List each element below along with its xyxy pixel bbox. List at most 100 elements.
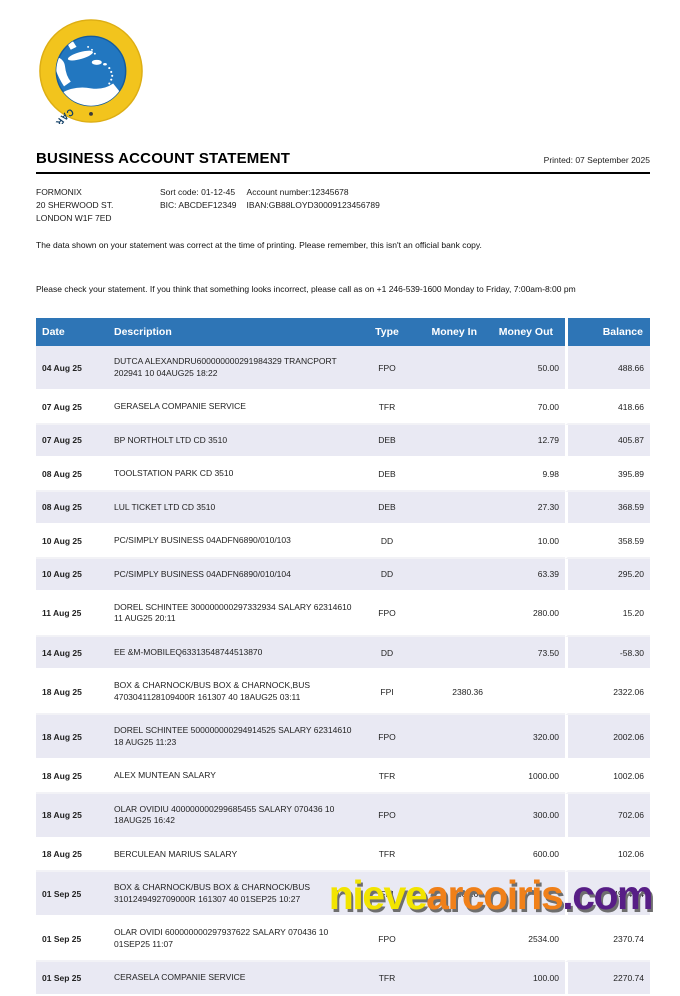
caribbean-development-bank-logo-icon: CARIBBEAN DEVELOPMENT BANK <box>39 19 143 191</box>
cell-balance: 2322.06 <box>565 670 650 716</box>
cell-date: 10 Aug 25 <box>36 558 108 592</box>
cell-money-in <box>411 424 489 459</box>
cell-money-in <box>411 491 489 526</box>
cell-type: FPI <box>363 872 411 918</box>
cell-money-out: 1000.00 <box>489 760 565 794</box>
cell-balance: -58.30 <box>565 636 650 671</box>
table-row: 01 Sep 25 BOX & CHARNOCK/BUS BOX & CHARN… <box>36 872 650 918</box>
cell-balance: 405.87 <box>565 424 650 459</box>
cell-type: FPO <box>363 346 411 392</box>
cell-money-in <box>411 391 489 425</box>
cell-type: TFR <box>363 838 411 873</box>
cell-date: 18 Aug 25 <box>36 715 108 761</box>
account-holder-block: FORMONIX 20 SHERWOOD ST. LONDON W1F 7ED <box>36 186 160 224</box>
cell-description: OLAR OVIDI 600000000297937622 SALARY 070… <box>108 917 363 963</box>
cell-type: TFR <box>363 391 411 425</box>
cell-money-in <box>411 760 489 794</box>
cell-type: FPO <box>363 592 411 637</box>
cell-date: 10 Aug 25 <box>36 525 108 559</box>
cell-description: DOREL SCHINTEE 300000000297332934 SALARY… <box>108 592 363 637</box>
cell-money-out: 100.00 <box>489 962 565 996</box>
cell-money-in <box>411 525 489 559</box>
cell-date: 18 Aug 25 <box>36 838 108 873</box>
cell-date: 04 Aug 25 <box>36 346 108 392</box>
cell-date: 18 Aug 25 <box>36 670 108 716</box>
table-row: 18 Aug 25 DOREL SCHINTEE 500000000294914… <box>36 715 650 761</box>
cell-money-in <box>411 917 489 963</box>
cell-description: CERASELA COMPANIE SERVICE <box>108 962 363 996</box>
table-header: Date Description Type Money In Money Out… <box>36 318 650 347</box>
cell-balance: 2370.74 <box>565 917 650 963</box>
cell-balance: 368.59 <box>565 491 650 526</box>
printing-notice: The data shown on your statement was cor… <box>36 240 482 251</box>
cell-money-out: 9.98 <box>489 458 565 492</box>
cell-date: 01 Sep 25 <box>36 872 108 918</box>
cell-type: DEB <box>363 424 411 459</box>
cell-description: DOREL SCHINTEE 500000000294914525 SALARY… <box>108 715 363 761</box>
cell-balance: 702.06 <box>565 793 650 839</box>
table-row: 18 Aug 25 BERCULEAN MARIUS SALARY TFR 60… <box>36 838 650 873</box>
cell-money-in <box>411 592 489 637</box>
cell-type: DD <box>363 525 411 559</box>
account-holder-name: FORMONIX <box>36 187 82 197</box>
cell-type: DD <box>363 636 411 671</box>
logo-bottom-dot-icon <box>89 111 93 116</box>
column-header-description: Description <box>108 318 363 347</box>
table-row: 18 Aug 25 OLAR OVIDIU 400000000299685455… <box>36 793 650 839</box>
cell-date: 01 Sep 25 <box>36 917 108 963</box>
iban: IBAN:GB88LOYD30009123456789 <box>246 199 380 210</box>
cell-description: BERCULEAN MARIUS SALARY <box>108 838 363 873</box>
cell-date: 18 Aug 25 <box>36 760 108 794</box>
cell-money-out <box>489 872 565 918</box>
cell-money-out: 12.79 <box>489 424 565 459</box>
cell-balance: 15.20 <box>565 592 650 637</box>
statement-page: CARIBBEAN DEVELOPMENT BANK BUSINESS ACCO… <box>36 19 654 996</box>
cell-date: 01 Sep 25 <box>36 962 108 996</box>
account-numbers-block: Sort code: 01-12-45 Account number:12345… <box>160 186 380 224</box>
cell-description: PC/SIMPLY BUSINESS 04ADFN6890/010/103 <box>108 525 363 559</box>
cell-money-in <box>411 793 489 839</box>
cell-balance: 4904.74 <box>565 872 650 918</box>
cell-money-out: 2534.00 <box>489 917 565 963</box>
column-header-money-in: Money In <box>411 318 489 347</box>
account-details: FORMONIX 20 SHERWOOD ST. LONDON W1F 7ED … <box>36 186 650 224</box>
account-address-line-2: LONDON W1F 7ED <box>36 212 112 223</box>
cell-description: DUTCA ALEXANDRU600000000291984329 TRANCP… <box>108 346 363 392</box>
table-row: 08 Aug 25 LUL TICKET LTD CD 3510 DEB 27.… <box>36 491 650 526</box>
table-row: 14 Aug 25 EE &M-MOBILEQ63313548744513870… <box>36 636 650 671</box>
table-row: 11 Aug 25 DOREL SCHINTEE 300000000297332… <box>36 592 650 637</box>
cell-date: 08 Aug 25 <box>36 491 108 526</box>
page-title: BUSINESS ACCOUNT STATEMENT <box>36 150 291 167</box>
bic: BIC: ABCDEF12349 <box>160 199 237 210</box>
cell-money-out: 73.50 <box>489 636 565 671</box>
watermark-nieve: nieve <box>328 872 428 918</box>
table-row: 01 Sep 25 OLAR OVIDI 600000000297937622 … <box>36 917 650 963</box>
contact-notice: Please check your statement. If you thin… <box>36 284 576 295</box>
cell-date: 14 Aug 25 <box>36 636 108 671</box>
cell-money-out <box>489 670 565 716</box>
cell-type: TFR <box>363 962 411 996</box>
cell-money-out: 320.00 <box>489 715 565 761</box>
printed-date: Printed: 07 September 2025 <box>543 155 650 165</box>
cell-date: 18 Aug 25 <box>36 793 108 839</box>
column-header-balance: Balance <box>565 318 650 347</box>
cell-money-in <box>411 346 489 392</box>
cell-money-in <box>411 838 489 873</box>
cell-money-in <box>411 636 489 671</box>
cell-date: 11 Aug 25 <box>36 592 108 637</box>
cell-type: FPI <box>363 670 411 716</box>
cell-money-out: 63.39 <box>489 558 565 592</box>
cell-money-out: 27.30 <box>489 491 565 526</box>
cell-money-in <box>411 962 489 996</box>
watermark-arcoiris: arcoiris <box>426 872 564 918</box>
cell-description: TOOLSTATION PARK CD 3510 <box>108 458 363 492</box>
table-row: 04 Aug 25 DUTCA ALEXANDRU600000000291984… <box>36 346 650 392</box>
cell-balance: 295.20 <box>565 558 650 592</box>
cell-type: DD <box>363 558 411 592</box>
cell-balance: 418.66 <box>565 391 650 425</box>
cell-description: PC/SIMPLY BUSINESS 04ADFN6890/010/104 <box>108 558 363 592</box>
cell-money-out: 600.00 <box>489 838 565 873</box>
cell-date: 07 Aug 25 <box>36 424 108 459</box>
cell-balance: 395.89 <box>565 458 650 492</box>
account-address-line-1: 20 SHERWOOD ST. <box>36 199 114 210</box>
